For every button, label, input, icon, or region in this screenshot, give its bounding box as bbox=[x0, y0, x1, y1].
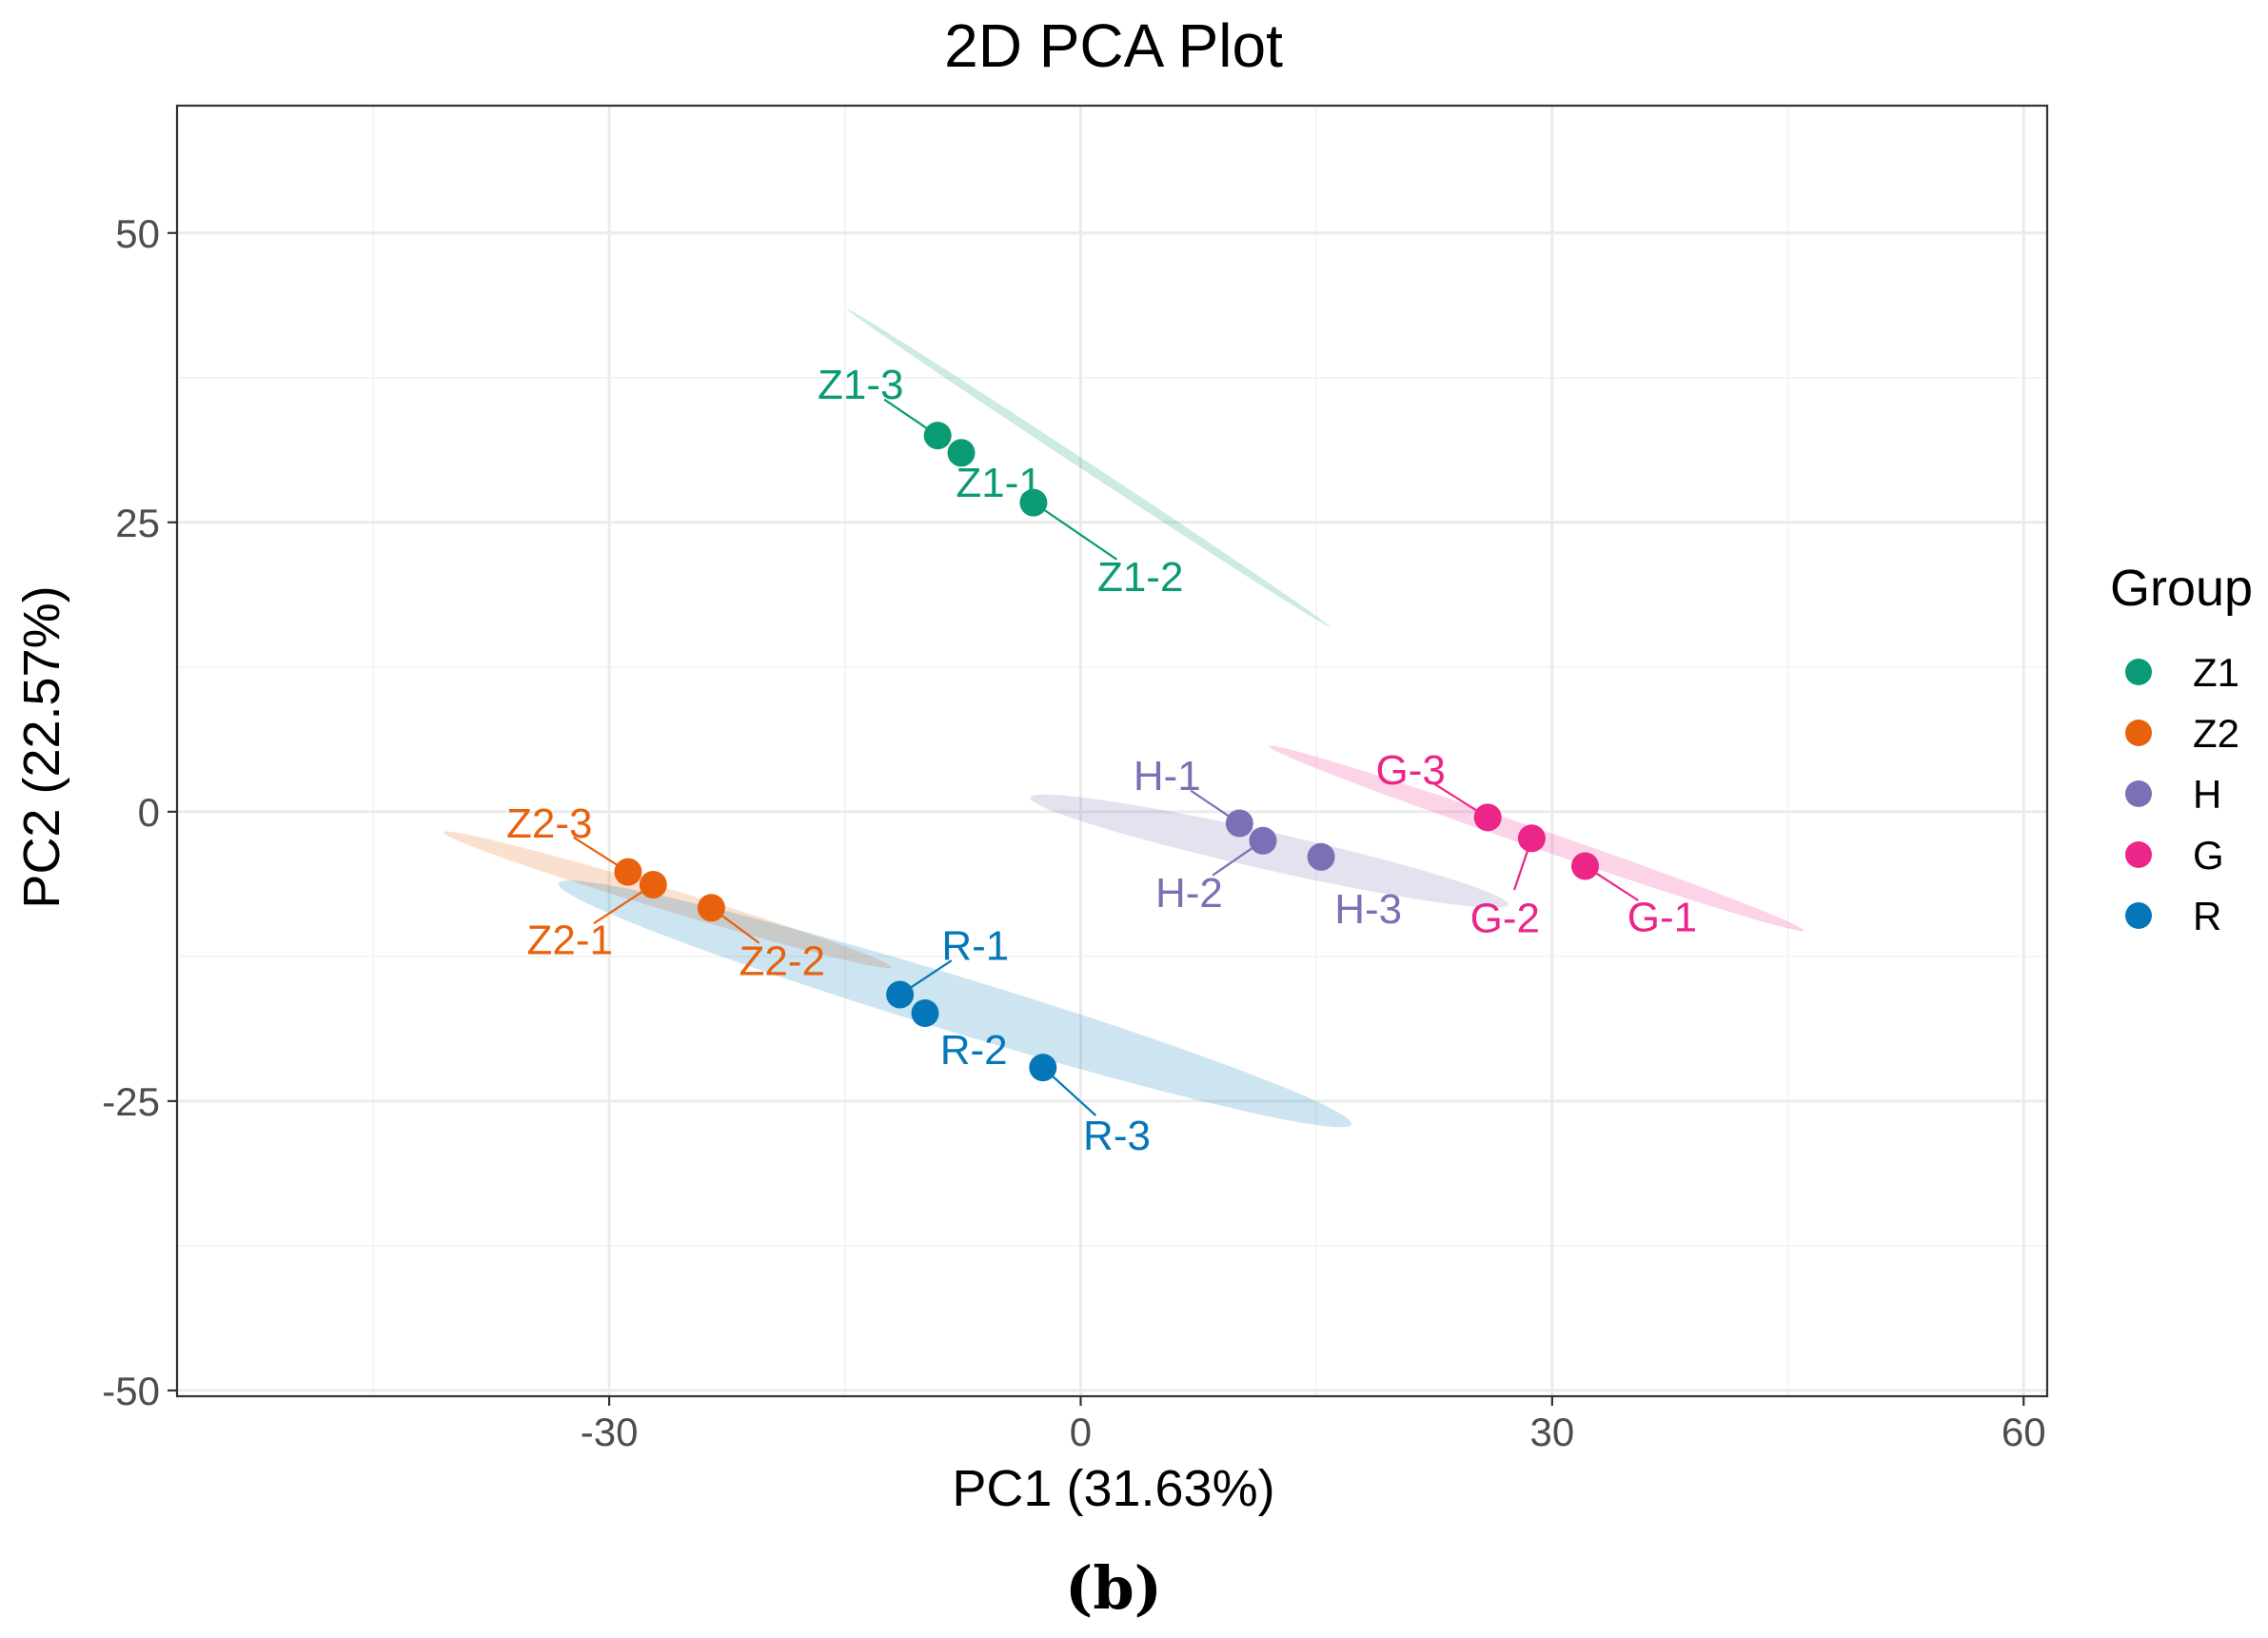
label-connector bbox=[573, 836, 618, 866]
panel-border bbox=[175, 104, 2049, 1398]
x-tick-label: -30 bbox=[581, 1410, 639, 1454]
x-tick-label: 60 bbox=[2002, 1410, 2046, 1454]
point-label: R-1 bbox=[941, 923, 1009, 970]
ellipse-z1 bbox=[847, 308, 1331, 627]
legend: Group Z1 Z2 HGR bbox=[2110, 560, 2253, 938]
data-point-r-1 bbox=[886, 980, 915, 1009]
axes: -30 0 30 60 -50 -25 0 25 50 bbox=[102, 211, 2045, 1454]
legend-swatch bbox=[2125, 841, 2152, 868]
y-tick-label: 50 bbox=[115, 211, 160, 256]
legend-items: Z1 Z2 HGR bbox=[2125, 650, 2239, 938]
point-label: G-3 bbox=[1376, 747, 1446, 794]
data-point-z1-3 bbox=[923, 422, 952, 450]
point-label: H-1 bbox=[1134, 753, 1201, 799]
data-point-z2-2 bbox=[697, 894, 725, 922]
point-label: H-3 bbox=[1334, 886, 1402, 933]
point-label: Z1-3 bbox=[818, 362, 903, 408]
legend-swatch bbox=[2125, 720, 2152, 746]
label-connector bbox=[1212, 847, 1253, 877]
figure-caption: (b) bbox=[1065, 1553, 1162, 1623]
ellipse-z2 bbox=[443, 831, 892, 969]
legend-swatch bbox=[2125, 780, 2152, 807]
legend-label: Z2 bbox=[2193, 711, 2239, 756]
x-tick-label: 0 bbox=[1070, 1410, 1092, 1454]
y-tick-label: -25 bbox=[102, 1079, 160, 1124]
data-point-z1-1 bbox=[947, 439, 976, 467]
point-label: Z1-2 bbox=[1097, 554, 1183, 601]
legend-swatch bbox=[2125, 659, 2152, 685]
label-connector bbox=[1595, 872, 1639, 901]
label-connector bbox=[1512, 850, 1528, 891]
point-labels: Z1-1 Z1-2 Z1-3 Z2-1 Z2-2 Z2-3 H-1 H-2 H-3 G-1 G-2 G… bbox=[506, 362, 1697, 1159]
data-point-r-3 bbox=[1029, 1054, 1057, 1082]
label-connectors bbox=[573, 398, 1639, 1116]
data-point-z1-2 bbox=[1019, 488, 1048, 517]
point-label: Z2-3 bbox=[506, 800, 592, 847]
grid bbox=[177, 106, 2047, 1396]
data-points bbox=[614, 422, 1599, 1082]
point-label: Z2-2 bbox=[739, 938, 824, 985]
y-tick-label: 25 bbox=[115, 501, 160, 545]
point-label: Z2-1 bbox=[527, 918, 613, 964]
label-connector bbox=[721, 915, 760, 944]
y-axis-title: PC2 (22.57%) bbox=[13, 585, 70, 908]
data-point-h-1 bbox=[1225, 809, 1253, 838]
legend-label: G bbox=[2193, 833, 2224, 878]
data-point-g-3 bbox=[1473, 803, 1502, 832]
chart-title: 2D PCA Plot bbox=[944, 11, 1283, 80]
y-tick-label: -50 bbox=[102, 1369, 160, 1413]
point-label: R-3 bbox=[1083, 1113, 1151, 1159]
label-connector bbox=[910, 959, 953, 989]
legend-title: Group bbox=[2110, 560, 2253, 617]
x-axis-title: PC1 (31.63%) bbox=[952, 1460, 1274, 1517]
legend-swatch bbox=[2125, 902, 2152, 929]
data-point-g-1 bbox=[1571, 852, 1599, 880]
data-point-r-2 bbox=[911, 999, 939, 1027]
x-tick-label: 30 bbox=[1529, 1410, 1574, 1454]
plot-area: Z1-1 Z1-2 Z1-3 Z2-1 Z2-2 Z2-3 H-1 H-2 H-3 G-1 G-2 G… bbox=[175, 104, 2049, 1398]
label-connector bbox=[1052, 1076, 1097, 1116]
legend-label: R bbox=[2193, 894, 2221, 938]
point-label: R-2 bbox=[940, 1027, 1008, 1074]
data-point-z2-3 bbox=[614, 858, 642, 886]
data-point-z2-1 bbox=[639, 871, 667, 898]
data-point-g-2 bbox=[1517, 824, 1546, 853]
label-connector bbox=[593, 891, 643, 925]
point-label: Z1-1 bbox=[956, 460, 1041, 506]
legend-label: H bbox=[2193, 772, 2221, 817]
label-connector bbox=[1434, 782, 1477, 812]
label-connector bbox=[1043, 509, 1118, 561]
data-point-h-2 bbox=[1249, 826, 1277, 855]
y-tick-label: 0 bbox=[138, 790, 160, 835]
point-label: G-1 bbox=[1627, 894, 1697, 940]
data-point-h-3 bbox=[1307, 842, 1335, 871]
point-label: G-2 bbox=[1470, 896, 1540, 942]
legend-label: Z1 bbox=[2193, 650, 2239, 695]
label-connector bbox=[883, 398, 928, 429]
label-connector bbox=[1190, 789, 1230, 818]
point-label: H-2 bbox=[1155, 870, 1223, 917]
